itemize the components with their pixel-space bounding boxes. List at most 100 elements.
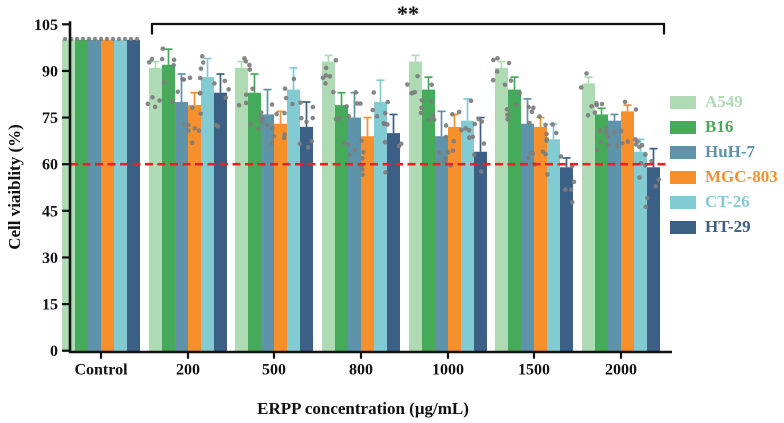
y-tick-label: 45	[42, 203, 58, 220]
scatter-dot	[614, 143, 620, 148]
scatter-dot	[543, 151, 548, 157]
bar-ht-29-1000	[474, 151, 487, 352]
scatter-dot	[639, 142, 645, 148]
scatter-dot	[62, 36, 68, 42]
scatter-dot	[605, 134, 610, 139]
scatter-dot	[309, 138, 315, 144]
scatter-dot	[490, 77, 496, 83]
scatter-dot	[186, 128, 191, 133]
scatter-dot	[264, 122, 270, 128]
scatter-dot	[361, 149, 366, 155]
scatter-dot	[250, 86, 255, 92]
bar-b16-200	[162, 64, 175, 352]
bar-b16-control	[75, 39, 88, 352]
scatter-dot	[450, 148, 456, 153]
scatter-dot	[370, 107, 376, 113]
scatter-dot	[180, 76, 185, 82]
scatter-dot	[478, 169, 484, 174]
scatter-dot	[360, 156, 365, 161]
scatter-dot	[517, 90, 523, 96]
scatter-dot	[146, 60, 152, 65]
scatter-dot	[248, 122, 254, 127]
scatter-dot	[270, 125, 275, 131]
scatter-dot	[236, 102, 242, 108]
legend-label: HT-29	[705, 217, 751, 236]
scatter-dot	[310, 104, 316, 110]
scatter-dot	[543, 122, 548, 128]
scatter-dot	[495, 56, 500, 61]
scatter-dot	[344, 104, 349, 109]
scatter-dot	[643, 204, 649, 210]
scatter-dot	[531, 105, 536, 111]
scatter-dot	[451, 139, 456, 144]
x-tick-label: 1500	[518, 362, 550, 379]
scatter-dot	[223, 95, 229, 100]
scatter-dot	[443, 134, 449, 140]
scatter-dot	[86, 36, 92, 42]
scatter-dot	[430, 113, 436, 119]
scatter-dot	[171, 57, 177, 63]
y-tick-label: 90	[42, 63, 58, 80]
scatter-dot	[226, 87, 231, 92]
x-tick-label: 2000	[605, 362, 637, 379]
scatter-dot	[371, 90, 377, 95]
bar-huh-7-1000	[435, 136, 448, 352]
scatter-dot	[290, 101, 295, 107]
scatter-dot	[612, 130, 617, 135]
scatter-dot	[212, 81, 217, 86]
bar-b16-2000	[595, 114, 608, 352]
scatter-dot	[304, 119, 309, 125]
scatter-dot	[282, 110, 287, 116]
scatter-dot	[502, 82, 508, 88]
bar-a549-2000	[582, 83, 595, 352]
scatter-dot	[171, 62, 176, 68]
bar-a549-control	[62, 39, 75, 352]
scatter-dot	[412, 89, 418, 95]
scatter-dot	[476, 116, 481, 122]
legend-label: HuH-7	[705, 142, 756, 161]
scatter-dot	[197, 75, 203, 81]
bar-huh-7-control	[88, 39, 101, 352]
scatter-dot	[606, 142, 611, 148]
scatter-dot	[537, 114, 542, 119]
legend: A549 B16 HuH-7 MGC-803 CT-26 HT-29	[670, 93, 778, 236]
scatter-dot	[382, 110, 388, 116]
y-tick-label: 15	[42, 297, 58, 314]
x-tick-label: Control	[74, 362, 128, 379]
scatter-dot	[116, 36, 122, 42]
scatter-dot	[479, 119, 485, 124]
scatter-dot	[222, 78, 228, 84]
y-tick-label: 75	[42, 110, 58, 127]
scatter-dot	[333, 116, 339, 122]
scatter-dot	[491, 57, 496, 63]
scatter-dot	[506, 60, 512, 66]
scatter-dot	[529, 109, 535, 115]
scatter-dot	[243, 100, 249, 106]
scatter-dot	[331, 89, 336, 95]
scatter-dot	[513, 102, 519, 108]
scatter-dot	[466, 127, 472, 133]
bar-mgc-803-200	[188, 105, 201, 352]
scatter-dot	[189, 105, 195, 111]
scatter-dot	[649, 158, 654, 164]
scatter-dot	[359, 138, 364, 144]
scatter-dot	[199, 53, 205, 59]
legend-label: MGC-803	[705, 167, 778, 186]
scatter-dot	[525, 155, 531, 161]
bar-ct-26-control	[114, 39, 127, 352]
bar-mgc-803-800	[361, 136, 374, 352]
scatter-dot	[243, 59, 249, 64]
legend-swatch	[670, 145, 696, 159]
legend-swatch	[670, 195, 696, 209]
scatter-dot	[291, 76, 297, 82]
scatter-dot	[134, 36, 140, 42]
scatter-dot	[426, 117, 431, 123]
scatter-dot	[74, 36, 80, 42]
bar-ht-29-800	[387, 133, 400, 352]
scatter-dot	[298, 100, 303, 105]
legend-swatch	[670, 120, 696, 134]
scatter-dot	[619, 141, 625, 146]
bar-a549-1500	[495, 67, 508, 352]
bar-mgc-803-1500	[534, 126, 547, 352]
bar-a549-500	[235, 67, 248, 352]
